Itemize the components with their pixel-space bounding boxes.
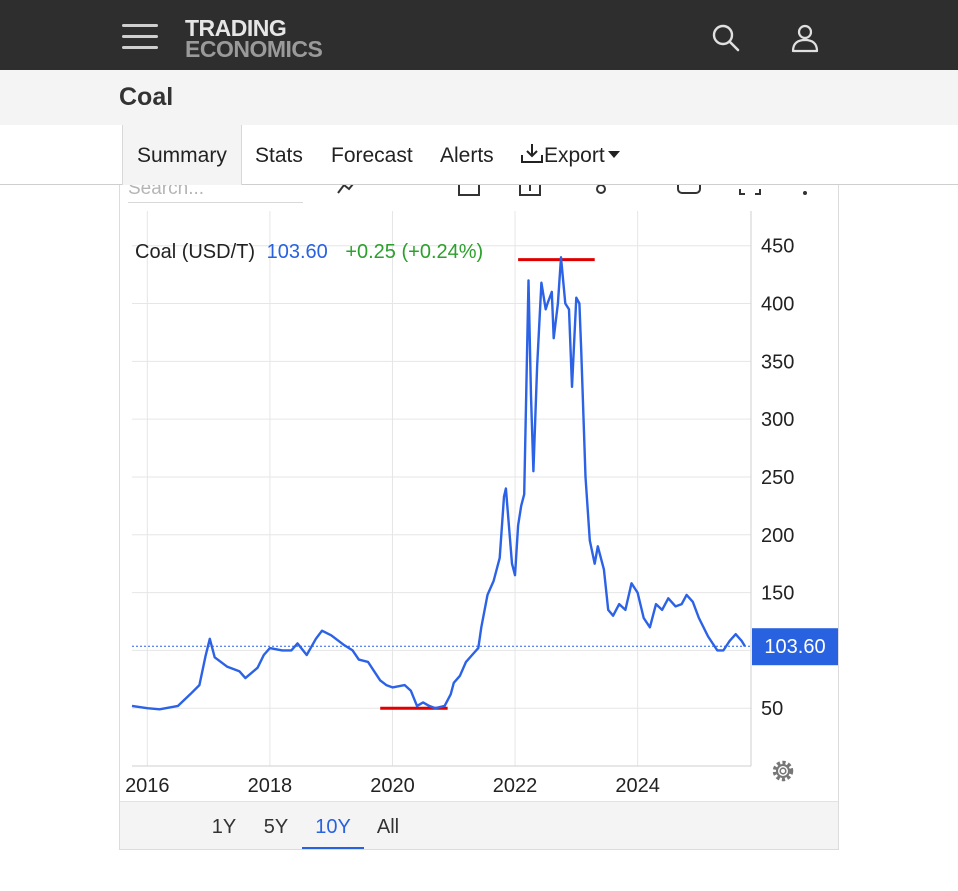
tab-alerts[interactable]: Alerts [440, 144, 494, 167]
chart-grid [132, 211, 751, 766]
y-tick-label: 300 [761, 409, 794, 431]
tab-summary[interactable]: Summary [122, 125, 242, 185]
range-selector: 1Y 5Y 10Y All [120, 801, 838, 849]
page-title: Coal [119, 83, 174, 111]
chart-card: 50 150 200 250 300 350 400 450 2016 2018 2020 2022… [119, 160, 839, 850]
range-10y-button[interactable]: 10Y [302, 816, 364, 849]
brand-line-1: TRADING [185, 15, 287, 41]
hamburger-menu-icon[interactable] [122, 24, 158, 50]
x-tick-label: 2024 [615, 775, 660, 797]
tab-stats[interactable]: Stats [255, 144, 303, 167]
more-options-icon[interactable] [792, 175, 818, 197]
user-icon[interactable] [789, 22, 821, 54]
y-axis-ticks: 50 150 200 250 300 350 400 450 [761, 236, 794, 721]
current-price-box [752, 628, 838, 666]
high-low-markers [380, 258, 595, 710]
search-icon[interactable] [710, 22, 742, 54]
brand-logo[interactable]: TRADING ECONOMICS [185, 15, 323, 62]
x-tick-label: 2016 [125, 775, 169, 797]
tab-bar: Summary Stats Forecast Alerts Export [0, 125, 958, 185]
tab-export-label: Export [544, 144, 605, 167]
y-tick-label: 50 [761, 698, 783, 720]
y-tick-label: 350 [761, 351, 794, 373]
x-tick-label: 2020 [370, 775, 415, 797]
tab-forecast[interactable]: Forecast [331, 144, 413, 167]
settings-gear-icon[interactable] [772, 760, 794, 782]
download-icon [521, 144, 543, 163]
top-navbar: TRADING ECONOMICS [0, 0, 958, 70]
series-line-coal [131, 256, 746, 711]
y-tick-label: 250 [761, 467, 794, 489]
y-tick-label: 200 [761, 525, 794, 547]
y-tick-label: 400 [761, 294, 794, 316]
chevron-down-icon [607, 150, 620, 158]
legend-price: 103.60 [267, 241, 328, 263]
y-tick-label: 450 [761, 236, 794, 258]
indicator-icon[interactable] [588, 175, 614, 197]
range-1y-button[interactable]: 1Y [211, 816, 237, 838]
price-chart[interactable]: 50 150 200 250 300 350 400 450 2016 2018 2020 2022… [120, 161, 839, 801]
range-5y-button[interactable]: 5Y [263, 816, 289, 838]
legend-series-name: Coal (USD/T) [135, 241, 255, 263]
chart-legend: Coal (USD/T) 103.60 +0.25 (+0.24%) [135, 241, 483, 263]
x-tick-label: 2018 [248, 775, 293, 797]
range-all-button[interactable]: All [376, 816, 400, 838]
current-price-label: 103.60 [764, 636, 825, 658]
legend-change: +0.25 (+0.24%) [345, 241, 483, 263]
tab-export[interactable]: Export [520, 125, 620, 185]
title-bar [0, 70, 958, 125]
x-axis-ticks: 2016 2018 2020 2022 2024 [125, 775, 660, 797]
brand-line-2: ECONOMICS [185, 35, 323, 62]
y-tick-label: 150 [761, 583, 794, 605]
x-tick-label: 2022 [493, 775, 538, 797]
